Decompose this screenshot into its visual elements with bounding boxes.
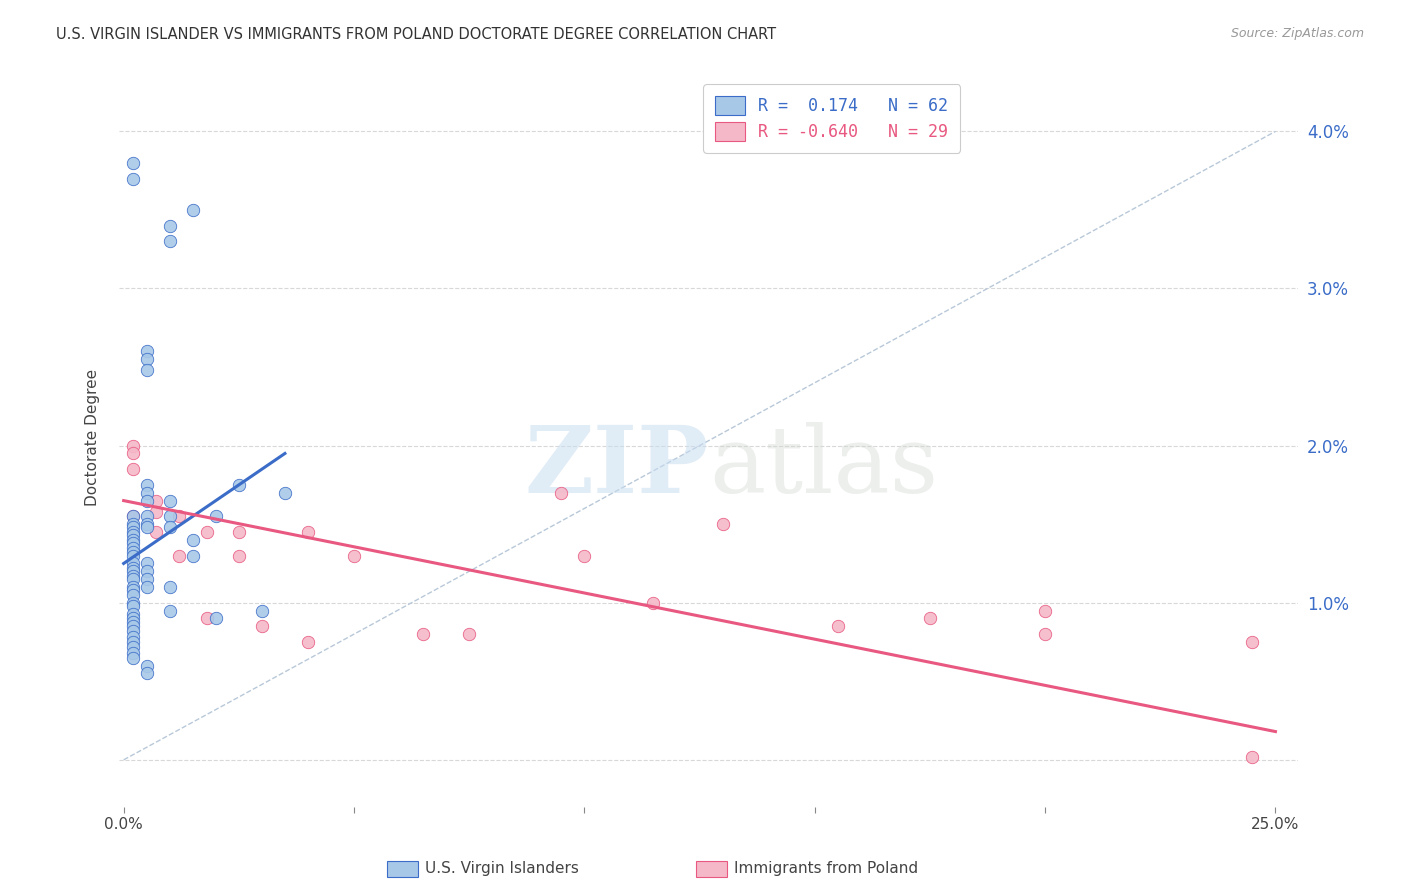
Point [827,619,849,633]
Point [159,219,181,233]
Point [135,564,157,578]
Point [228,524,250,539]
Point [122,561,145,575]
Point [135,363,157,377]
Point [122,650,145,665]
Point [122,583,145,598]
Point [122,446,145,460]
Point [1033,604,1056,618]
Point [122,630,145,644]
Point [135,517,157,532]
Point [228,478,250,492]
Point [204,611,226,625]
Point [228,549,250,563]
Point [122,557,145,571]
Point [159,493,181,508]
Point [711,517,734,532]
Point [159,235,181,249]
Point [122,462,145,476]
Point [122,536,145,550]
Point [274,485,297,500]
Point [918,611,941,625]
Point [122,439,145,453]
Text: ZIP: ZIP [524,422,709,512]
Point [122,611,145,625]
Point [1241,749,1264,764]
Point [195,524,218,539]
Point [122,607,145,621]
Point [574,549,596,563]
Point [181,533,204,547]
Point [412,627,434,641]
Legend: R =  0.174   N = 62, R = -0.640   N = 29: R = 0.174 N = 62, R = -0.640 N = 29 [703,84,960,153]
Y-axis label: Doctorate Degree: Doctorate Degree [86,369,100,507]
Point [122,541,145,555]
Text: U.S. VIRGIN ISLANDER VS IMMIGRANTS FROM POLAND DOCTORATE DEGREE CORRELATION CHAR: U.S. VIRGIN ISLANDER VS IMMIGRANTS FROM … [56,27,776,42]
Point [135,485,157,500]
Point [122,640,145,654]
Point [122,545,145,559]
Point [135,658,157,673]
Point [145,505,167,519]
Point [159,520,181,534]
Point [122,524,145,539]
Point [122,599,145,613]
Point [458,627,481,641]
Point [159,580,181,594]
Point [135,572,157,586]
Point [167,549,190,563]
Point [122,635,145,649]
Point [122,564,145,578]
Point [145,524,167,539]
Point [122,520,145,534]
Point [122,588,145,602]
Point [1033,627,1056,641]
Point [122,517,145,532]
Text: Source: ZipAtlas.com: Source: ZipAtlas.com [1230,27,1364,40]
Text: Immigrants from Poland: Immigrants from Poland [734,862,918,876]
Point [122,619,145,633]
Point [343,549,366,563]
Point [145,493,167,508]
Point [135,344,157,359]
Point [135,493,157,508]
Point [135,666,157,681]
Point [122,533,145,547]
Point [135,352,157,367]
Point [122,615,145,629]
Point [181,549,204,563]
Point [122,624,145,638]
Point [122,171,145,186]
Point [122,569,145,583]
Point [135,520,157,534]
Point [135,557,157,571]
Point [135,478,157,492]
Point [122,572,145,586]
Point [297,524,319,539]
Point [1241,635,1264,649]
Point [122,509,145,524]
Point [122,509,145,524]
Point [135,580,157,594]
Text: atlas: atlas [709,422,938,512]
Point [122,156,145,170]
Point [122,549,145,563]
Point [643,596,665,610]
Point [122,580,145,594]
Point [122,528,145,542]
Point [550,485,572,500]
Point [122,646,145,660]
Point [122,596,145,610]
Text: U.S. Virgin Islanders: U.S. Virgin Islanders [425,862,578,876]
Point [159,604,181,618]
Point [250,619,273,633]
Point [297,635,319,649]
Point [167,509,190,524]
Point [181,202,204,217]
Point [135,509,157,524]
Point [195,611,218,625]
Point [204,509,226,524]
Point [250,604,273,618]
Point [159,509,181,524]
